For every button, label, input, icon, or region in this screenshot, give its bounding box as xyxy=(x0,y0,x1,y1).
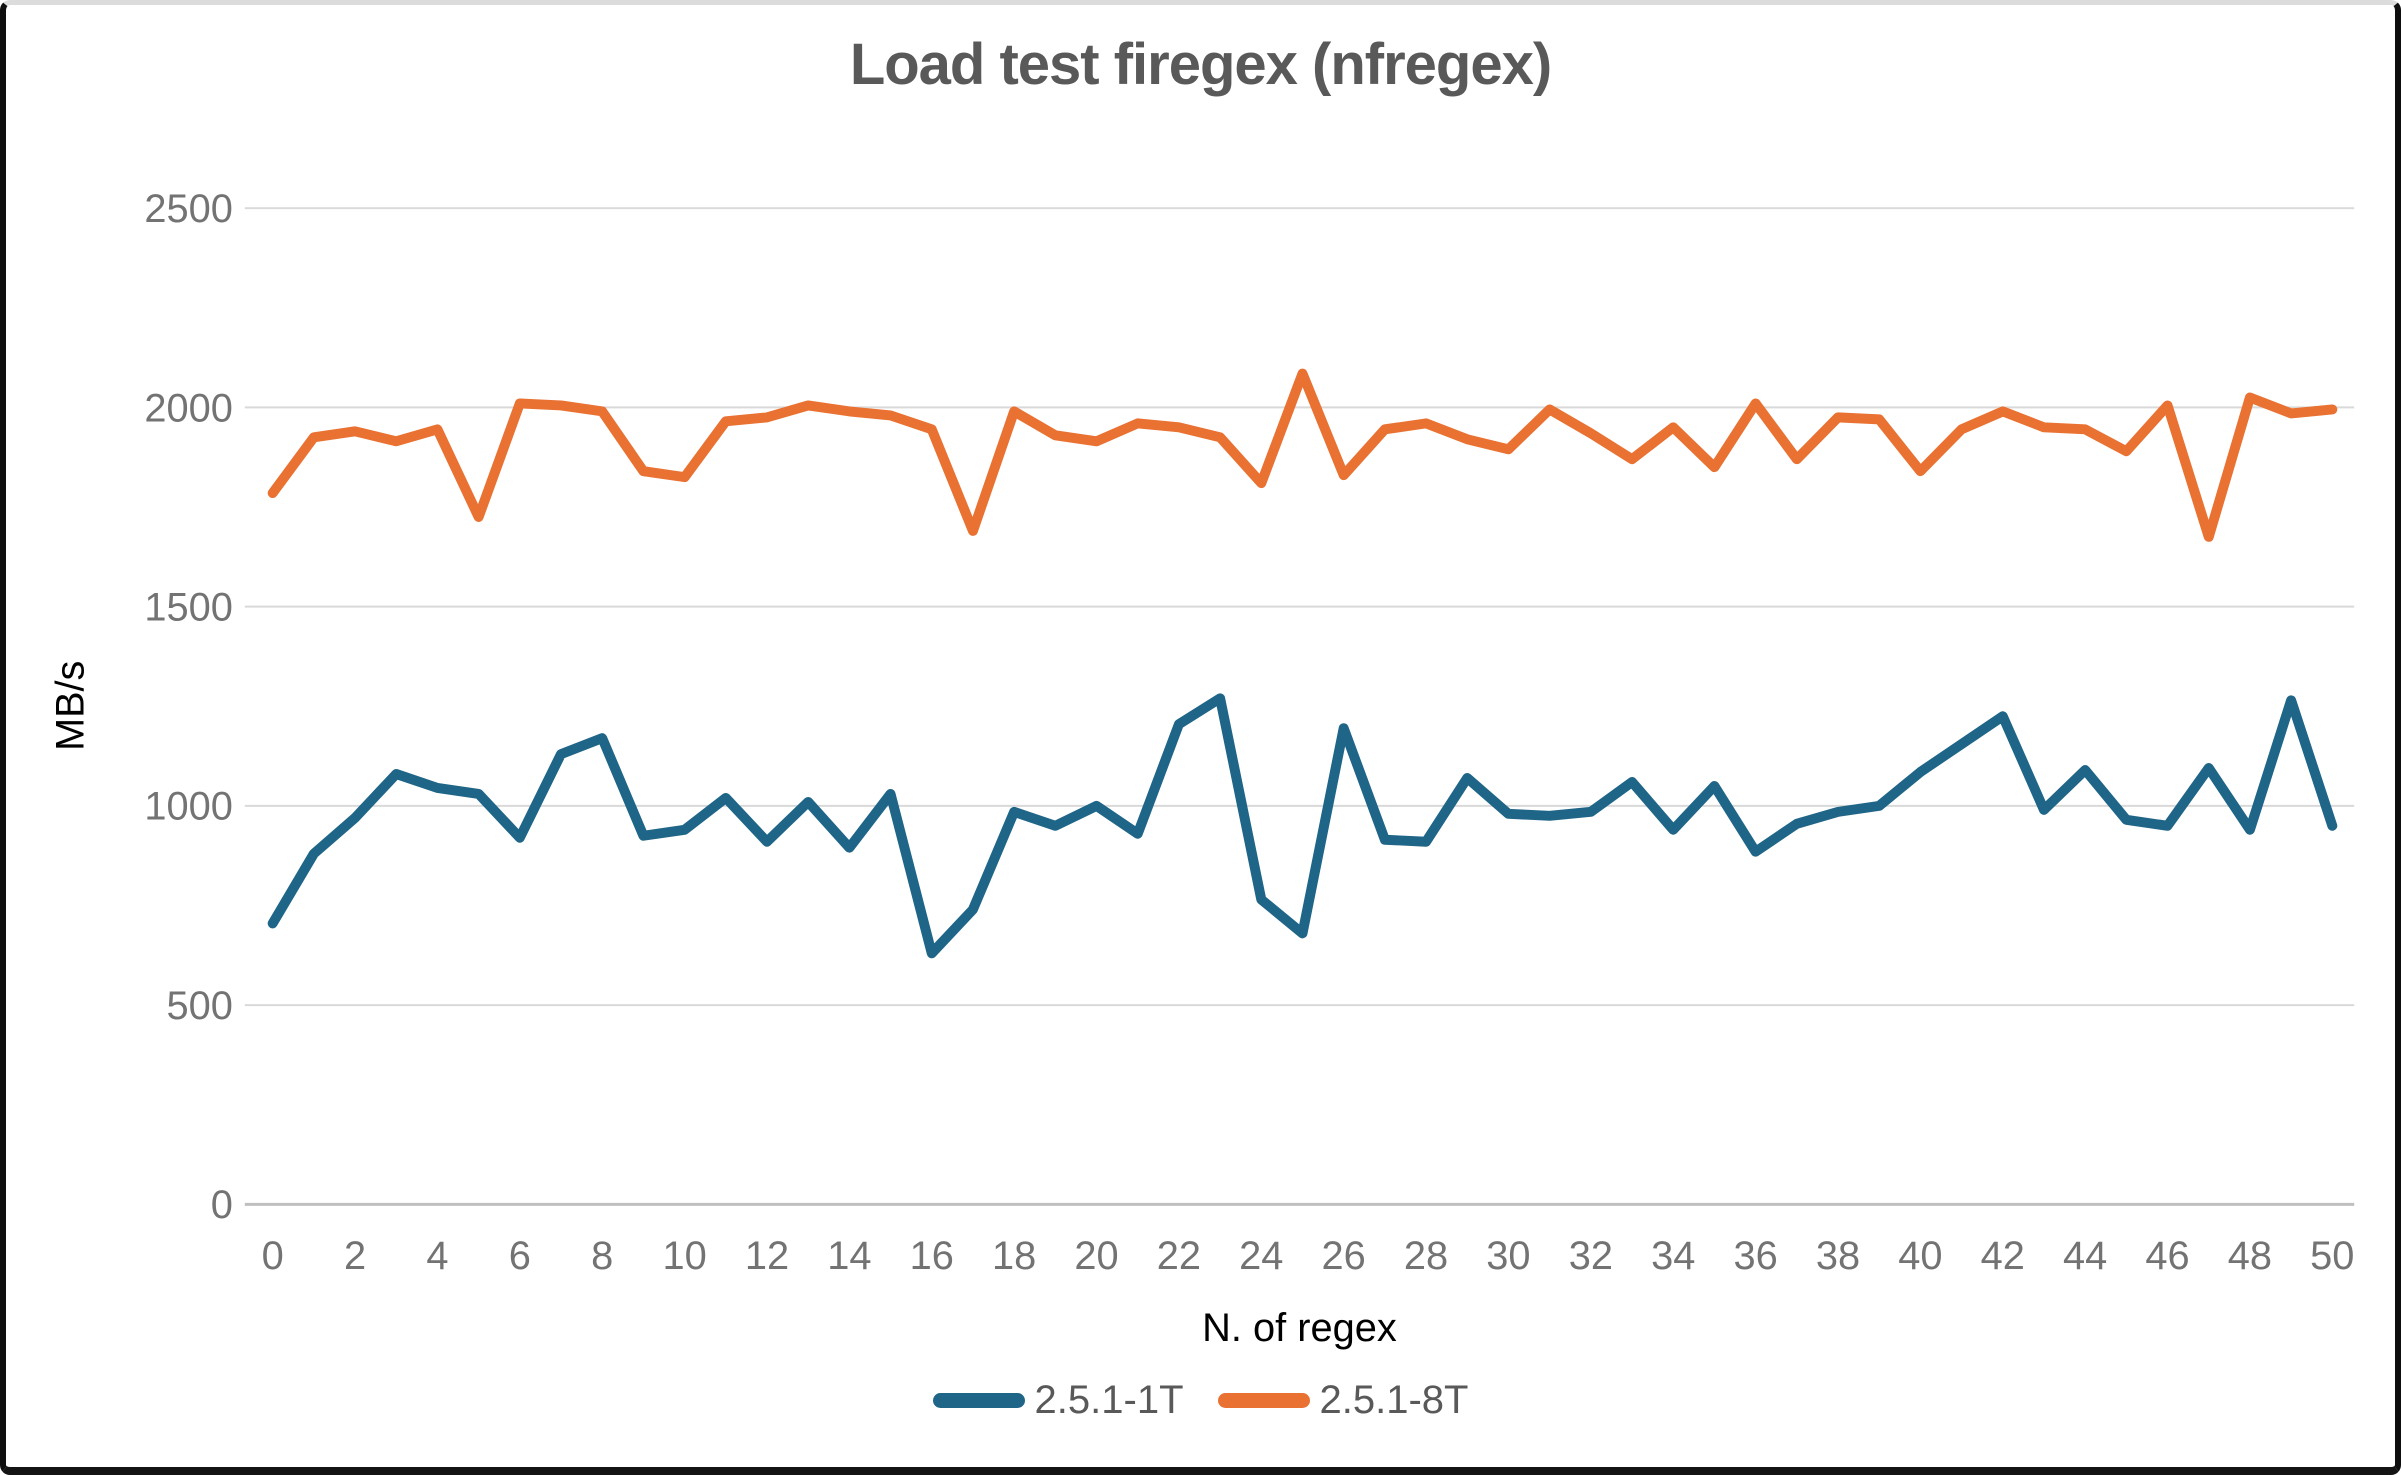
series-line-2.5.1-1T xyxy=(267,693,2338,959)
svg-text:0: 0 xyxy=(262,1234,284,1278)
svg-text:22: 22 xyxy=(1157,1234,1201,1278)
series-2-label: 2.5.1-8T xyxy=(1319,1378,1469,1422)
y-axis-title: MB/s xyxy=(49,661,93,751)
svg-text:46: 46 xyxy=(2145,1234,2189,1278)
svg-text:28: 28 xyxy=(1404,1234,1448,1278)
svg-text:20: 20 xyxy=(1074,1234,1118,1278)
svg-text:26: 26 xyxy=(1322,1234,1366,1278)
svg-text:50: 50 xyxy=(2310,1234,2354,1278)
y-axis-tick-labels: 0 500 1000 1500 2000 2500 xyxy=(144,187,233,1227)
svg-text:12: 12 xyxy=(745,1234,789,1278)
svg-text:18: 18 xyxy=(992,1234,1036,1278)
svg-text:2500: 2500 xyxy=(144,187,233,231)
svg-text:16: 16 xyxy=(910,1234,954,1278)
svg-text:38: 38 xyxy=(1816,1234,1860,1278)
svg-text:1000: 1000 xyxy=(144,785,233,829)
chart-legend: 2.5.1-1T 2.5.1-8T xyxy=(6,1378,2395,1423)
svg-text:30: 30 xyxy=(1486,1234,1530,1278)
svg-text:8: 8 xyxy=(591,1234,613,1278)
legend-item-series-1: 2.5.1-1T xyxy=(932,1378,1184,1423)
svg-text:10: 10 xyxy=(662,1234,706,1278)
data-series-lines xyxy=(267,368,2338,959)
svg-text:24: 24 xyxy=(1239,1234,1283,1278)
svg-text:32: 32 xyxy=(1569,1234,1613,1278)
x-axis-tick-labels: 0 2 4 6 8 10 12 14 16 18 20 22 24 26 28 30 32 34 36 38 40 42 4… xyxy=(262,1234,2355,1278)
gridlines xyxy=(244,207,2355,1206)
svg-text:0: 0 xyxy=(211,1183,233,1227)
svg-text:40: 40 xyxy=(1898,1234,1942,1278)
series-2-color-swatch xyxy=(1217,1393,1310,1408)
series-1-color-swatch xyxy=(932,1393,1025,1408)
svg-text:500: 500 xyxy=(166,984,232,1028)
svg-text:36: 36 xyxy=(1733,1234,1777,1278)
svg-text:14: 14 xyxy=(827,1234,871,1278)
legend-item-series-2: 2.5.1-8T xyxy=(1217,1378,1469,1423)
svg-text:44: 44 xyxy=(2063,1234,2107,1278)
svg-text:6: 6 xyxy=(509,1234,531,1278)
svg-text:2: 2 xyxy=(344,1234,366,1278)
svg-text:42: 42 xyxy=(1981,1234,2025,1278)
svg-text:2000: 2000 xyxy=(144,386,233,430)
svg-text:34: 34 xyxy=(1651,1234,1695,1278)
svg-text:4: 4 xyxy=(426,1234,448,1278)
series-1-label: 2.5.1-1T xyxy=(1034,1378,1184,1422)
series-line-2.5.1-8T xyxy=(267,368,2338,542)
svg-text:1500: 1500 xyxy=(144,586,233,630)
svg-text:48: 48 xyxy=(2228,1234,2272,1278)
chart-title: Load test firegex (nfregex) xyxy=(849,32,1552,97)
x-axis-title: N. of regex xyxy=(1202,1306,1397,1350)
